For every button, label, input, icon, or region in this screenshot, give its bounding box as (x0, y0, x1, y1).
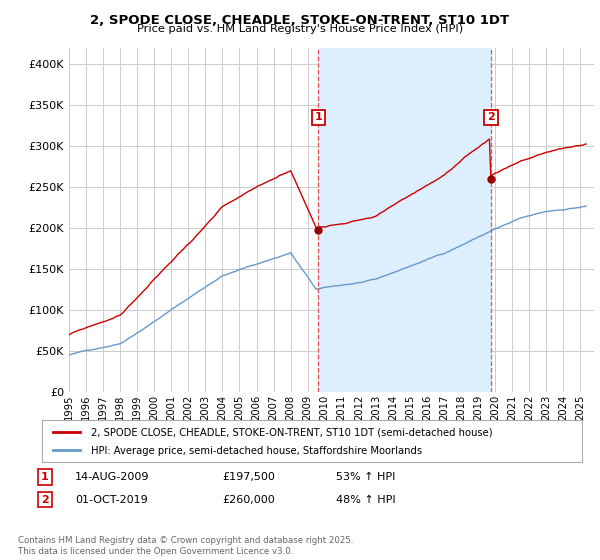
Bar (318, 48, 491, 392)
Text: 2: 2 (487, 113, 495, 122)
Text: 01-OCT-2019: 01-OCT-2019 (75, 494, 148, 505)
Text: 2, SPODE CLOSE, CHEADLE, STOKE-ON-TRENT, ST10 1DT (semi-detached house): 2, SPODE CLOSE, CHEADLE, STOKE-ON-TRENT,… (91, 428, 492, 437)
Text: 53% ↑ HPI: 53% ↑ HPI (336, 472, 395, 482)
Text: £260,000: £260,000 (222, 494, 275, 505)
Text: 2, SPODE CLOSE, CHEADLE, STOKE-ON-TRENT, ST10 1DT: 2, SPODE CLOSE, CHEADLE, STOKE-ON-TRENT,… (91, 14, 509, 27)
Text: 48% ↑ HPI: 48% ↑ HPI (336, 494, 395, 505)
Text: 1: 1 (314, 113, 322, 122)
Text: 1: 1 (41, 472, 49, 482)
Text: Price paid vs. HM Land Registry's House Price Index (HPI): Price paid vs. HM Land Registry's House … (137, 24, 463, 34)
Text: 2: 2 (41, 494, 49, 505)
Text: £197,500: £197,500 (222, 472, 275, 482)
Text: Contains HM Land Registry data © Crown copyright and database right 2025.
This d: Contains HM Land Registry data © Crown c… (18, 536, 353, 556)
Text: 14-AUG-2009: 14-AUG-2009 (75, 472, 149, 482)
Text: HPI: Average price, semi-detached house, Staffordshire Moorlands: HPI: Average price, semi-detached house,… (91, 446, 422, 456)
